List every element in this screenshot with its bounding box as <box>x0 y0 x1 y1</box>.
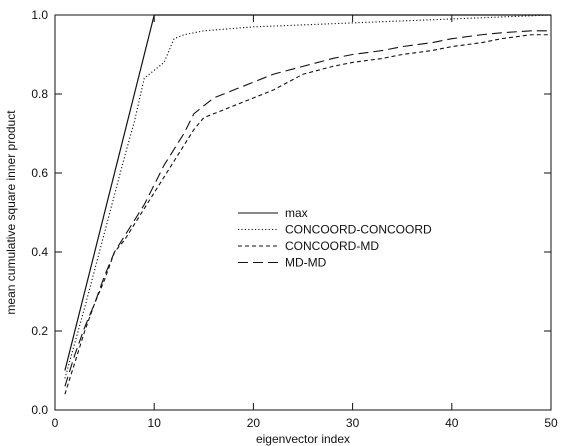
x-tick-label: 0 <box>52 416 59 430</box>
y-tick-label: 0.4 <box>31 245 48 259</box>
x-axis-label: eigenvector index <box>256 432 350 446</box>
x-tick-label: 20 <box>247 416 261 430</box>
series-line-2 <box>64 34 551 395</box>
series-line-1 <box>64 14 552 379</box>
y-tick-label: 1.0 <box>31 8 48 22</box>
legend-label-1: CONCOORD-CONCOORD <box>285 223 432 237</box>
legend-label-2: CONCOORD-MD <box>285 239 379 253</box>
y-axis-label: mean cumulative square inner product <box>4 110 18 315</box>
x-tick-label: 50 <box>544 416 558 430</box>
y-tick-label: 0.0 <box>31 403 48 417</box>
legend-label-0: max <box>285 206 308 220</box>
series-line-0 <box>64 14 551 371</box>
x-tick-label: 30 <box>346 416 360 430</box>
legend-label-3: MD-MD <box>285 256 327 270</box>
y-tick-label: 0.8 <box>31 87 48 101</box>
x-tick-label: 40 <box>445 416 459 430</box>
x-tick-label: 10 <box>148 416 162 430</box>
series-line-3 <box>64 30 551 387</box>
y-tick-label: 0.2 <box>31 324 48 338</box>
y-tick-label: 0.6 <box>31 166 48 180</box>
